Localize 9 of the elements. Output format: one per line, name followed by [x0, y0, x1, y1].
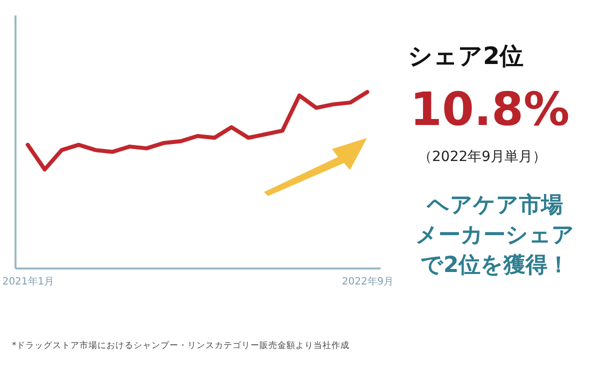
text: 10.8% [410, 82, 570, 136]
text: メーカーシェア [414, 222, 576, 250]
text: で2位を獲得！ [419, 252, 571, 280]
text: *ドラッグストア市場におけるシャンプー・リンスカテゴリー販売金額より当社作成 [12, 340, 350, 352]
x-tick-label: 2021年1月 [2, 276, 54, 288]
text: ヘアケア市場 [426, 192, 564, 220]
x-tick-label: 2022年9月 [342, 276, 394, 288]
text: シェア2位 [408, 41, 524, 72]
text: （2022年9月単月） [418, 148, 547, 166]
